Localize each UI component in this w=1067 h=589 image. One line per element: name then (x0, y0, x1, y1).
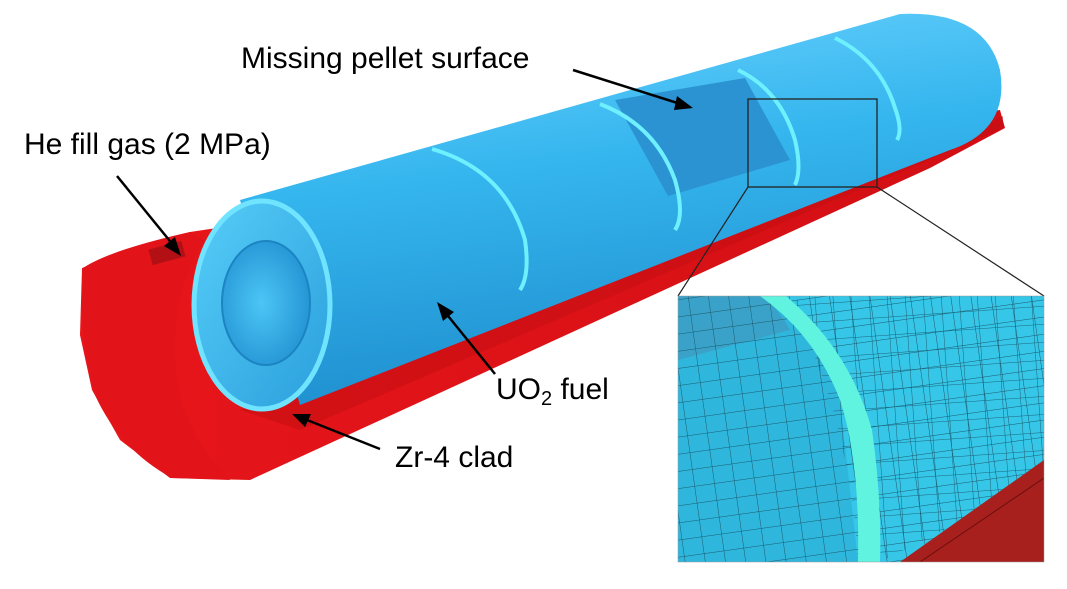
uo2-fuel-label-subscript: 2 (541, 388, 553, 410)
uo2-fuel-label-suffix: fuel (552, 373, 609, 406)
arrow-uo2-fuel (437, 302, 496, 375)
uo2-fuel-label: UO2 fuel (496, 373, 609, 410)
he-fill-gas-label: He fill gas (2 MPa) (24, 128, 271, 161)
pellet-central-hole (222, 241, 310, 365)
pellet-interface-ring (737, 68, 801, 186)
arrow-zr4-clad (292, 414, 381, 451)
zoom-connector-line (876, 186, 1045, 297)
pellet-interface-ring (834, 36, 902, 142)
pellet-interface-ring (599, 102, 682, 232)
pellet-gap-band (760, 296, 881, 562)
zr4-clad-label: Zr-4 clad (395, 441, 514, 474)
arrow-missing-pellet-surface (572, 68, 693, 110)
missing-pellet-surface-label: Missing pellet surface (241, 42, 530, 75)
zoom-connector-line (677, 186, 749, 297)
zoom-region-box (747, 98, 878, 188)
missing-pellet-surface-patch (615, 78, 790, 196)
arrow-he-fill-gas (116, 175, 181, 256)
uo2-fuel-stack (191, 13, 1002, 412)
pellet-interface-ring (431, 147, 529, 292)
pellet-end-rim-highlight (191, 198, 333, 412)
mesh-zoom-inset (678, 296, 1044, 562)
uo2-fuel-label-prefix: UO (496, 373, 541, 406)
